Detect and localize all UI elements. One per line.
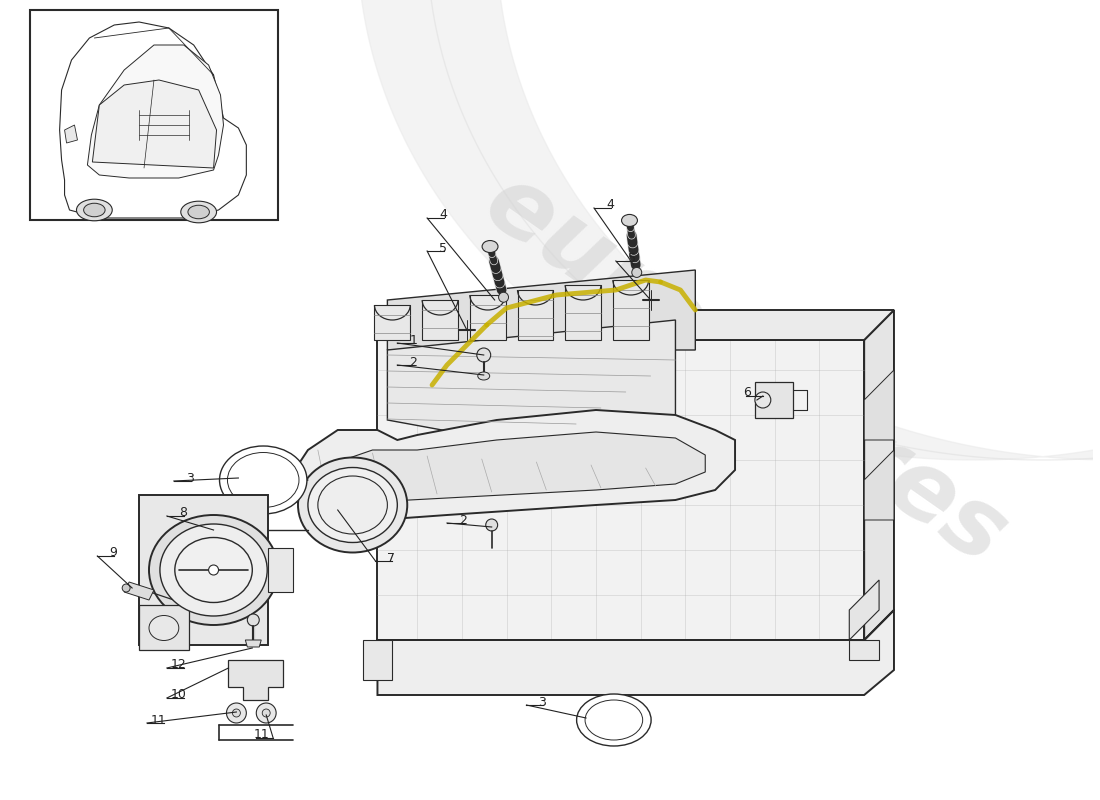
Ellipse shape (298, 458, 407, 553)
Ellipse shape (188, 206, 209, 218)
Ellipse shape (77, 199, 112, 221)
Text: 3: 3 (186, 471, 194, 485)
Text: 5: 5 (439, 242, 447, 254)
Polygon shape (87, 45, 223, 178)
Text: 1: 1 (409, 334, 417, 346)
Text: a passion for Porsche since 1985: a passion for Porsche since 1985 (598, 384, 833, 556)
Polygon shape (865, 310, 894, 640)
Circle shape (486, 519, 497, 531)
Polygon shape (59, 22, 246, 218)
Polygon shape (755, 382, 793, 418)
Text: 12: 12 (170, 658, 187, 671)
Ellipse shape (228, 453, 299, 507)
Ellipse shape (84, 203, 106, 217)
Polygon shape (865, 370, 894, 440)
Ellipse shape (585, 700, 642, 740)
Ellipse shape (477, 372, 490, 380)
Polygon shape (387, 320, 675, 440)
Text: 11: 11 (253, 729, 270, 742)
Polygon shape (377, 610, 894, 695)
Text: 6: 6 (742, 386, 751, 399)
Text: 11: 11 (151, 714, 167, 726)
Ellipse shape (175, 538, 252, 602)
Circle shape (209, 565, 219, 575)
Polygon shape (363, 640, 393, 680)
Ellipse shape (482, 241, 498, 253)
Circle shape (262, 709, 271, 717)
Text: 5: 5 (628, 251, 636, 265)
Polygon shape (865, 450, 894, 520)
Polygon shape (565, 285, 601, 340)
Text: 10: 10 (170, 689, 187, 702)
Circle shape (631, 267, 641, 278)
Polygon shape (139, 495, 268, 645)
Ellipse shape (576, 694, 651, 746)
Ellipse shape (621, 214, 637, 226)
Circle shape (232, 709, 241, 717)
Polygon shape (377, 310, 894, 340)
Text: 3: 3 (538, 695, 547, 709)
Text: 9: 9 (109, 546, 118, 559)
Polygon shape (288, 410, 735, 520)
Polygon shape (517, 290, 553, 340)
Circle shape (476, 348, 491, 362)
Circle shape (122, 584, 130, 592)
Circle shape (227, 703, 246, 723)
Polygon shape (318, 432, 705, 502)
Polygon shape (613, 280, 649, 340)
Text: 2: 2 (409, 355, 417, 369)
Polygon shape (245, 640, 261, 647)
Text: 4: 4 (606, 198, 614, 211)
Text: 2: 2 (459, 514, 466, 526)
Polygon shape (268, 548, 293, 592)
Ellipse shape (148, 615, 179, 641)
Text: eurospares: eurospares (466, 155, 1024, 585)
Circle shape (248, 614, 260, 626)
Circle shape (498, 292, 508, 302)
Polygon shape (387, 270, 695, 350)
Polygon shape (65, 125, 77, 143)
Ellipse shape (160, 524, 267, 616)
Text: 4: 4 (439, 209, 447, 222)
Circle shape (256, 703, 276, 723)
Ellipse shape (308, 467, 397, 542)
Polygon shape (92, 80, 217, 168)
Polygon shape (470, 295, 506, 340)
Polygon shape (374, 305, 410, 340)
Ellipse shape (755, 392, 771, 408)
Bar (30, 10, 278, 220)
Polygon shape (139, 605, 189, 650)
Polygon shape (377, 340, 865, 640)
Text: 8: 8 (178, 506, 187, 519)
Text: 7: 7 (387, 551, 395, 565)
Polygon shape (422, 300, 458, 340)
Ellipse shape (318, 476, 387, 534)
Polygon shape (124, 582, 154, 600)
Ellipse shape (220, 446, 307, 514)
Polygon shape (849, 580, 879, 640)
Ellipse shape (148, 515, 278, 625)
Polygon shape (849, 640, 879, 660)
Polygon shape (229, 660, 283, 700)
Ellipse shape (180, 202, 217, 222)
